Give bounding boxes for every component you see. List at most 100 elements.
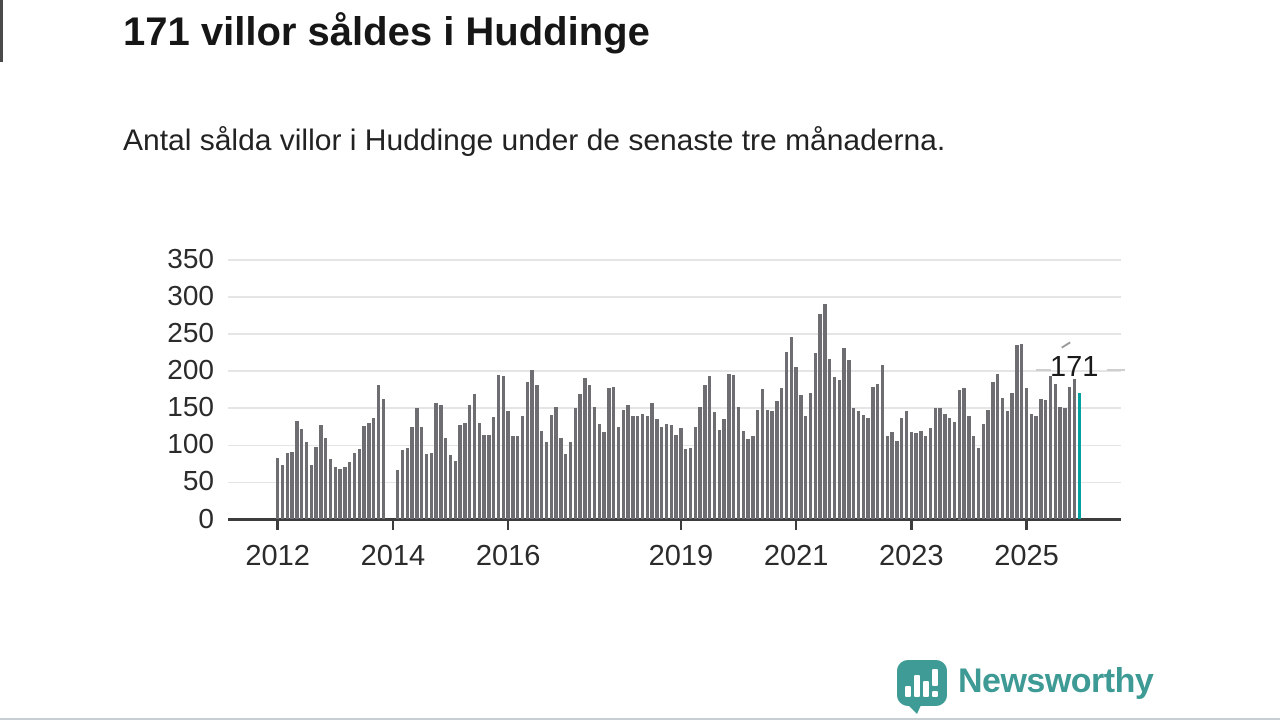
- x-axis-tick: [679, 521, 683, 530]
- bar: [751, 436, 755, 520]
- bar: [583, 377, 587, 520]
- bar: [712, 411, 717, 520]
- bar: [343, 466, 347, 520]
- bar: [640, 414, 645, 520]
- bar: [933, 408, 938, 520]
- bar: [861, 414, 866, 520]
- bar: [299, 429, 304, 520]
- bar: [578, 394, 582, 520]
- bar: [1019, 343, 1024, 520]
- bar: [400, 449, 405, 520]
- x-axis-tick: [276, 521, 279, 530]
- x-axis-tick-label: 2014: [360, 540, 426, 572]
- y-axis-tick-label: 50: [182, 465, 214, 497]
- bar: [866, 417, 870, 520]
- bar: [717, 429, 722, 520]
- bar: [290, 452, 294, 520]
- bar: [784, 351, 789, 520]
- bar: [895, 440, 899, 520]
- bar: [645, 415, 650, 520]
- bar: [683, 449, 688, 520]
- bar: [285, 452, 290, 520]
- bar: [304, 442, 309, 520]
- bar: [837, 380, 842, 520]
- bar: [679, 427, 683, 520]
- bar: [415, 408, 419, 520]
- bar: [1063, 407, 1067, 520]
- bar: [275, 457, 280, 520]
- bar: [597, 423, 602, 520]
- bar: [458, 424, 462, 520]
- bar: [832, 377, 837, 520]
- bar: [607, 388, 611, 520]
- bar: [371, 417, 376, 520]
- bar: [362, 426, 366, 520]
- bar: [770, 410, 774, 520]
- gridline: [228, 370, 1121, 372]
- bar: [434, 403, 438, 520]
- bar: [621, 409, 626, 520]
- bar: [381, 399, 386, 520]
- bar: [496, 374, 501, 520]
- bottom-border: [0, 718, 1280, 720]
- bar: [650, 403, 654, 520]
- bar: [765, 409, 770, 520]
- bar: [472, 394, 477, 520]
- bar: [991, 382, 995, 520]
- bar: [319, 424, 323, 520]
- bar: [746, 439, 750, 520]
- bar: [789, 337, 794, 520]
- bar: [482, 434, 486, 520]
- y-axis-tick-label: 150: [167, 391, 214, 423]
- bar: [1067, 386, 1072, 520]
- bar: [962, 388, 966, 520]
- logo-bar-icon: [905, 686, 911, 697]
- chart-title: 171 villor såldes i Huddinge: [123, 10, 650, 54]
- bar: [554, 406, 558, 520]
- bar: [655, 418, 659, 520]
- bar: [328, 459, 333, 520]
- bar: [871, 386, 875, 520]
- bar: [693, 426, 698, 520]
- bar: [986, 409, 990, 520]
- x-axis-tick-label: 2023: [879, 540, 944, 572]
- bar: [611, 386, 616, 520]
- bar: [635, 415, 640, 520]
- bar: [943, 414, 947, 520]
- bar: [688, 447, 693, 520]
- bar: [899, 417, 904, 520]
- bar: [827, 358, 832, 520]
- bar: [419, 426, 424, 520]
- bar: [794, 366, 798, 520]
- bar: [357, 449, 362, 520]
- callout-dash-right: [1107, 369, 1125, 372]
- y-axis-tick-label: 0: [198, 502, 214, 534]
- bar: [664, 423, 669, 520]
- latest-value-label: 171: [1050, 351, 1099, 383]
- x-axis-tick: [1025, 521, 1028, 530]
- bar: [938, 407, 942, 520]
- bar: [981, 423, 986, 520]
- bar: [775, 400, 779, 520]
- bar: [818, 314, 822, 520]
- bar: [727, 374, 731, 520]
- bar: [722, 418, 726, 520]
- y-axis-tick-label: 300: [167, 280, 214, 312]
- bar: [626, 404, 630, 520]
- bar: [568, 442, 573, 520]
- bar: [539, 430, 544, 520]
- bar: [309, 464, 314, 520]
- bar: [323, 437, 328, 520]
- bar: [1000, 397, 1005, 520]
- bar: [736, 406, 741, 520]
- bar: [443, 437, 448, 520]
- bar: [880, 365, 885, 520]
- bar: [967, 416, 971, 520]
- bar: [976, 447, 981, 520]
- bar: [1029, 414, 1034, 520]
- bar: [1039, 398, 1043, 520]
- y-axis-tick-label: 350: [167, 243, 214, 274]
- bar: [448, 454, 453, 520]
- bar: [352, 452, 357, 520]
